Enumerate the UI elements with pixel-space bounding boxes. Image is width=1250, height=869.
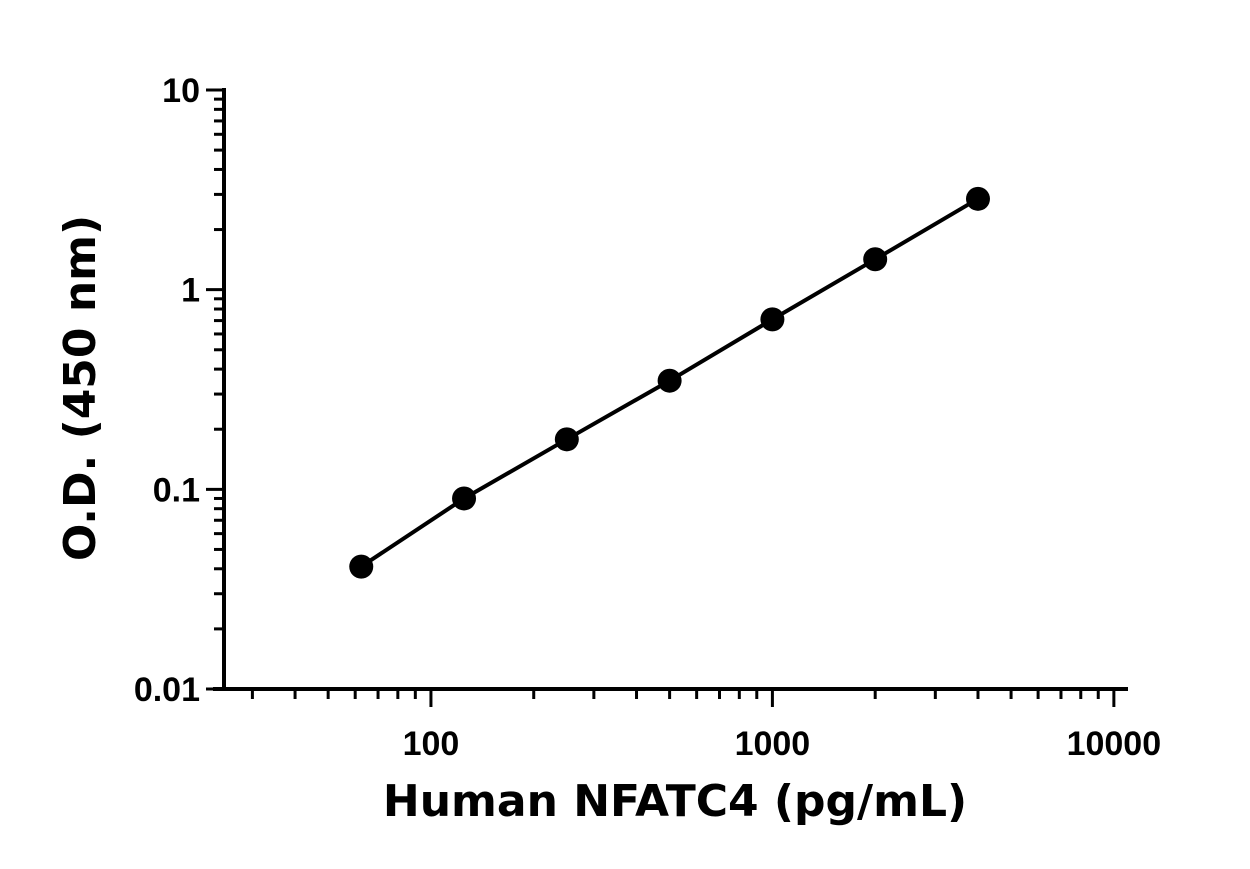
x-axis-title: Human NFATC4 (pg/mL) [383,776,967,827]
series [349,186,990,579]
x-tick-label: 1000 [735,725,811,763]
y-tick-label: 0.1 [153,471,200,509]
data-point [554,427,579,452]
x-tick-label: 100 [403,725,460,763]
data-point [863,247,888,272]
x-tick-label: 10000 [1067,725,1162,763]
data-point [657,368,682,393]
data-point [349,554,374,579]
data-point [965,186,990,211]
y-tick-label: 0.01 [134,671,200,709]
data-point [760,307,785,332]
y-axis-title: O.D. (450 nm) [55,215,106,561]
ticks [206,88,1116,707]
data-point [452,486,477,511]
tick-labels: 0.01 0.1 1 10 100 1000 10000 [134,72,1161,763]
y-tick-label: 1 [181,272,200,310]
y-tick-label: 10 [162,72,200,110]
